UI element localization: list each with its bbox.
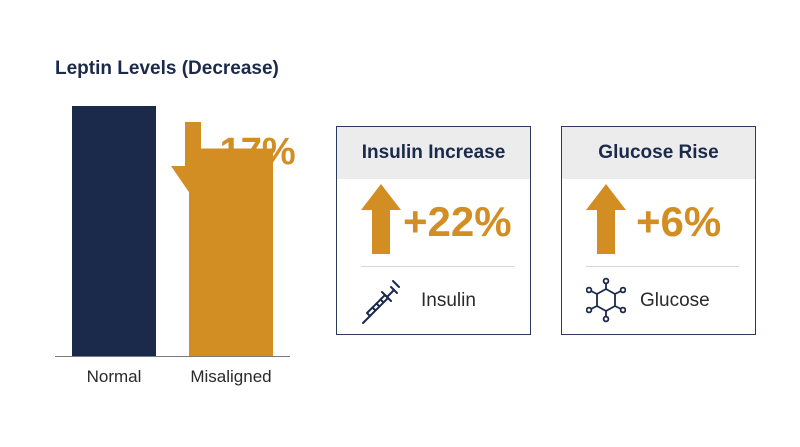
glucose-label: Glucose [640,290,710,311]
tick-label-misaligned: Misaligned [190,367,271,386]
tick-label-normal: Normal [87,367,142,386]
syringe-icon [362,280,400,324]
glucose-card-title: Glucose Rise [562,127,755,179]
glucose-rise-value: +6% [636,198,722,245]
insulin-increase-value: +22% [403,198,512,245]
glucose-card-divider [586,266,739,267]
insulin-card: Insulin Increase +22% Insulin [336,126,531,335]
insulin-label: Insulin [421,290,476,311]
insulin-card-title: Insulin Increase [337,127,530,179]
arrow-up-icon [586,184,626,254]
arrow-down-icon [171,122,215,198]
bar-normal [72,106,156,356]
molecule-icon [586,277,626,323]
chart-title: Leptin Levels (Decrease) [55,58,279,79]
leptin-decrease-label: -17% [207,131,296,173]
insulin-card-divider [361,266,514,267]
arrow-up-icon [361,184,401,254]
glucose-card: Glucose Rise +6% Glucose [561,126,756,335]
